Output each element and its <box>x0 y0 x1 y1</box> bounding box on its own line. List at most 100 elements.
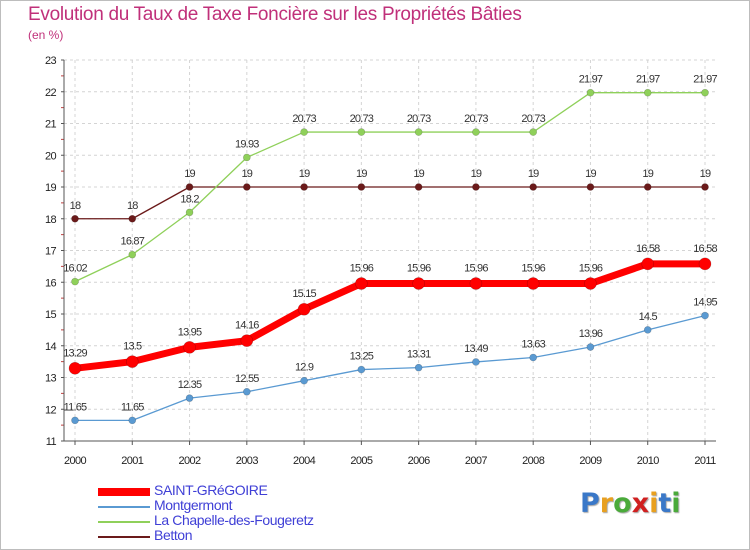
data-point <box>300 128 308 136</box>
data-label: 16.87 <box>121 236 145 248</box>
data-point <box>71 214 79 223</box>
data-label: 15.96 <box>521 263 545 275</box>
data-label: 13.96 <box>579 328 603 340</box>
data-label: 20.73 <box>521 113 545 125</box>
data-label: 15.96 <box>350 263 374 275</box>
data-point <box>414 363 423 372</box>
series-line <box>75 314 706 422</box>
series-1 <box>71 311 709 425</box>
data-point <box>586 343 595 351</box>
x-tick-label: 2009 <box>579 455 602 467</box>
data-label: 11.65 <box>64 401 87 413</box>
data-label: 12.9 <box>295 362 314 374</box>
data-label: 19 <box>471 168 482 180</box>
y-tick-label: 11 <box>46 436 57 448</box>
data-label: 18.2 <box>180 193 199 205</box>
logo-letter: P <box>580 488 600 519</box>
data-label: 19.93 <box>235 138 259 150</box>
data-label: 13.49 <box>464 343 488 355</box>
unit-label: (en %) <box>28 28 64 42</box>
data-point <box>701 183 709 191</box>
logo-letter: o <box>613 488 632 519</box>
data-label: 21.97 <box>579 74 603 86</box>
data-label: 14.16 <box>235 320 259 332</box>
data-label: 20.73 <box>292 113 316 125</box>
data-point <box>584 277 597 290</box>
data-point <box>128 250 137 259</box>
data-labels: 13.29 13.5 13.95 14.16 15.15 15.96 15.96 15.96 1… <box>63 74 718 414</box>
legend-label: Betton <box>154 527 193 543</box>
proxiti-logo: Proxiti <box>580 488 681 519</box>
data-point <box>185 183 194 191</box>
logo-letter: i <box>649 488 659 519</box>
data-point <box>243 153 251 162</box>
data-label: 15.96 <box>407 263 431 275</box>
data-label: 19 <box>184 168 195 180</box>
logo-letter: x <box>631 488 650 519</box>
series-lines <box>68 88 712 425</box>
data-point <box>414 183 423 191</box>
data-point <box>240 334 254 347</box>
data-point <box>643 183 652 191</box>
y-tick-label: 17 <box>45 246 57 258</box>
y-tick-label: 20 <box>45 150 57 162</box>
data-label: 14.95 <box>693 297 717 309</box>
data-point <box>586 88 595 97</box>
data-label: 13.25 <box>350 351 374 363</box>
axes: 11 12 13 14 15 16 17 18 19 20 21 22 23 2000 2001 2002 20… <box>45 55 717 467</box>
data-label: 15.15 <box>292 288 316 300</box>
data-point <box>643 88 652 97</box>
data-point <box>472 358 480 366</box>
data-label: 16.58 <box>693 243 717 255</box>
series-line <box>74 92 705 283</box>
data-point <box>185 394 194 402</box>
data-point <box>300 183 308 191</box>
x-tick-label: 2008 <box>522 455 545 467</box>
data-point <box>71 277 79 286</box>
x-tick-label: 2005 <box>350 455 373 467</box>
y-tick-label: 16 <box>45 277 57 289</box>
data-point <box>641 257 655 271</box>
y-tick-label: 12 <box>45 404 57 416</box>
y-tick-label: 13 <box>45 373 57 385</box>
data-label: 19 <box>585 168 596 180</box>
y-tick-label: 18 <box>45 214 57 226</box>
logo-letter: i <box>671 488 681 519</box>
x-tick-label: 2007 <box>465 455 488 467</box>
data-point <box>357 183 366 191</box>
data-point <box>586 183 595 191</box>
data-label: 19 <box>642 168 653 180</box>
x-tick-label: 2001 <box>121 455 144 467</box>
logo-letter: t <box>658 488 672 519</box>
legend-label: Montgermont <box>154 497 233 513</box>
series-0 <box>68 257 712 375</box>
data-label: 15.96 <box>579 263 603 275</box>
series-3 <box>71 183 709 223</box>
data-label: 14.5 <box>639 311 658 323</box>
y-tick-label: 21 <box>45 119 57 131</box>
legend-swatch <box>98 536 150 538</box>
series-line <box>74 260 705 372</box>
data-label: 16.58 <box>636 243 660 255</box>
data-point <box>125 355 139 368</box>
data-point <box>472 128 480 136</box>
data-label: 19 <box>700 168 711 180</box>
data-label: 16.02 <box>63 263 87 275</box>
data-point <box>128 416 137 425</box>
data-label: 21.97 <box>693 74 717 86</box>
x-tick-label: 2010 <box>637 455 660 467</box>
data-label: 19 <box>528 168 539 180</box>
y-tick-label: 23 <box>45 55 57 67</box>
x-tick-label: 2011 <box>694 455 716 467</box>
data-label: 13.63 <box>521 338 545 350</box>
series-2 <box>71 88 709 286</box>
data-point <box>412 277 425 290</box>
legend-label: La Chapelle-des-Fougeretz <box>154 512 314 528</box>
x-tick-label: 2003 <box>236 455 259 467</box>
x-tick-label: 2004 <box>293 455 316 467</box>
data-point <box>643 326 652 334</box>
grid <box>64 59 716 441</box>
data-label: 13.5 <box>123 341 142 353</box>
data-point <box>469 277 483 290</box>
